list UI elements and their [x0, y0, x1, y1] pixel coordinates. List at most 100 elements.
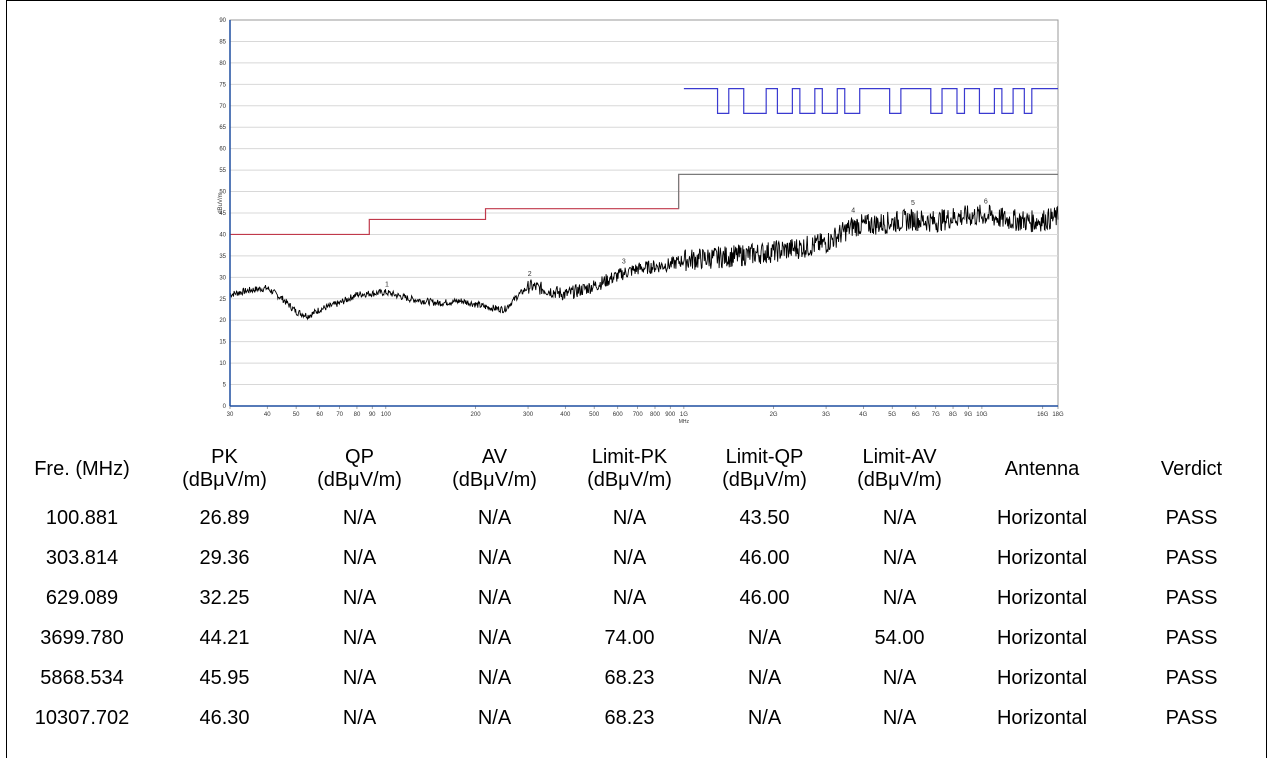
- table-cell: 74.00: [604, 626, 655, 649]
- column-header-text: Limit-AV: [862, 446, 937, 468]
- x-tick-label: 30: [227, 412, 234, 418]
- y-tick-label: 25: [219, 297, 226, 303]
- column-header-text: (dBμV/m): [452, 469, 537, 491]
- x-tick-label: 700: [633, 412, 644, 418]
- x-tick-label: 600: [613, 412, 624, 418]
- table-cell: 46.30: [199, 706, 250, 729]
- y-tick-label: 50: [219, 190, 226, 196]
- table-cell: Horizontal: [996, 546, 1088, 569]
- table-cell: 629.089: [45, 586, 119, 609]
- column-header: PK (dBμV/m): [157, 440, 292, 498]
- y-tick-label: 35: [219, 254, 226, 260]
- column-header: Limit-PK (dBμV/m): [562, 440, 697, 498]
- table-cell: PASS: [1165, 546, 1218, 569]
- table-cell: 5868.534: [40, 666, 124, 689]
- x-tick-label: 4G: [859, 412, 867, 418]
- table-cell: 3699.780: [40, 626, 124, 649]
- column-header-text: (dBμV/m): [722, 469, 807, 491]
- y-tick-label: 75: [219, 82, 226, 88]
- peak-marker: 4: [851, 207, 855, 214]
- x-tick-label: 10G: [976, 412, 988, 418]
- column-header-text: Antenna: [1004, 457, 1080, 480]
- table-header-row: Fre. (MHz) PK (dBμV/m) QP (dBμV/m) AV (dBμV/m)…: [7, 440, 1266, 498]
- x-tick-label: 1G: [680, 412, 688, 418]
- column-header-text: (dBμV/m): [182, 469, 267, 491]
- table-cell: 45.95: [199, 666, 250, 689]
- peak-marker: 2: [528, 271, 532, 278]
- table-cell: Horizontal: [996, 586, 1088, 609]
- peak-marker: 5: [911, 200, 915, 207]
- table-cell: N/A: [342, 706, 377, 729]
- table-cell: N/A: [882, 506, 917, 529]
- x-tick-label: 2G: [770, 412, 778, 418]
- table-cell: N/A: [882, 546, 917, 569]
- x-tick-label: 900: [665, 412, 676, 418]
- x-tick-label: 8G: [949, 412, 957, 418]
- table-cell: 32.25: [199, 586, 250, 609]
- y-tick-label: 60: [219, 147, 226, 153]
- column-header: AV (dBμV/m): [427, 440, 562, 498]
- table-cell: PASS: [1165, 626, 1218, 649]
- x-tick-label: 100: [381, 412, 392, 418]
- table-cell: N/A: [882, 666, 917, 689]
- table-row: 3699.780 44.21 N/A N/A 74.00 N/A 54.00 Horizont…: [7, 618, 1266, 658]
- table-cell: PASS: [1165, 706, 1218, 729]
- table-row: 5868.534 45.95 N/A N/A 68.23 N/A N/A Horizontal…: [7, 658, 1266, 698]
- x-tick-label: 7G: [932, 412, 940, 418]
- x-axis-label: MHz: [679, 419, 690, 425]
- y-tick-label: 55: [219, 168, 226, 174]
- table-cell: N/A: [882, 706, 917, 729]
- table-cell: N/A: [477, 546, 512, 569]
- x-tick-label: 5G: [888, 412, 896, 418]
- x-tick-label: 90: [369, 412, 376, 418]
- table-cell: 44.21: [199, 626, 250, 649]
- table-cell: Horizontal: [996, 706, 1088, 729]
- column-header: Verdict: [1117, 440, 1266, 498]
- y-tick-label: 85: [219, 39, 226, 45]
- table-cell: N/A: [882, 586, 917, 609]
- table-cell: Horizontal: [996, 666, 1088, 689]
- y-tick-label: 15: [219, 340, 226, 346]
- y-tick-label: 10: [219, 361, 226, 367]
- column-header-text: Limit-PK: [591, 446, 668, 468]
- x-tick-label: 300: [523, 412, 534, 418]
- x-tick-label: 6G: [912, 412, 920, 418]
- table-cell: N/A: [477, 506, 512, 529]
- table-cell: N/A: [612, 546, 647, 569]
- table-cell: 46.00: [739, 546, 790, 569]
- table-cell: N/A: [612, 506, 647, 529]
- table-cell: N/A: [477, 706, 512, 729]
- table-cell: N/A: [477, 666, 512, 689]
- y-axis-label: dBuV/m: [218, 192, 224, 213]
- table-cell: Horizontal: [996, 626, 1088, 649]
- measured-trace: [229, 204, 1059, 321]
- x-tick-label: 40: [264, 412, 271, 418]
- x-tick-label: 9G: [964, 412, 972, 418]
- table-cell: 68.23: [604, 666, 655, 689]
- y-tick-label: 30: [219, 275, 226, 281]
- x-tick-label: 200: [471, 412, 482, 418]
- emission-chart-panel: 0 5 10 15 20 25 30 35 40 45 50 55 60 65 70 75 80 85 90 30 40…: [212, 14, 1068, 429]
- table-cell: N/A: [747, 706, 782, 729]
- table-cell: PASS: [1165, 506, 1218, 529]
- table-cell: Horizontal: [996, 506, 1088, 529]
- column-header-text: (dBμV/m): [587, 469, 672, 491]
- table-cell: 68.23: [604, 706, 655, 729]
- column-header: Antenna: [967, 440, 1117, 498]
- x-tick-label: 60: [316, 412, 323, 418]
- table-row: 303.814 29.36 N/A N/A N/A 46.00 N/A Horizontal P…: [7, 538, 1266, 578]
- table-body: 100.881 26.89 N/A N/A N/A 43.50 N/A Horizontal P…: [7, 498, 1266, 738]
- table-cell: N/A: [342, 586, 377, 609]
- table-cell: 43.50: [739, 506, 790, 529]
- x-tick-label: 500: [589, 412, 600, 418]
- pk-limit-line: [683, 88, 1058, 114]
- y-tick-label: 20: [219, 318, 226, 324]
- x-tick-label: 70: [336, 412, 343, 418]
- y-tick-label: 90: [219, 18, 226, 24]
- table-cell: 100.881: [45, 506, 119, 529]
- table-cell: 46.00: [739, 586, 790, 609]
- peak-marker: 6: [984, 198, 988, 205]
- column-header-text: Verdict: [1160, 457, 1223, 480]
- x-tick-label: 80: [354, 412, 361, 418]
